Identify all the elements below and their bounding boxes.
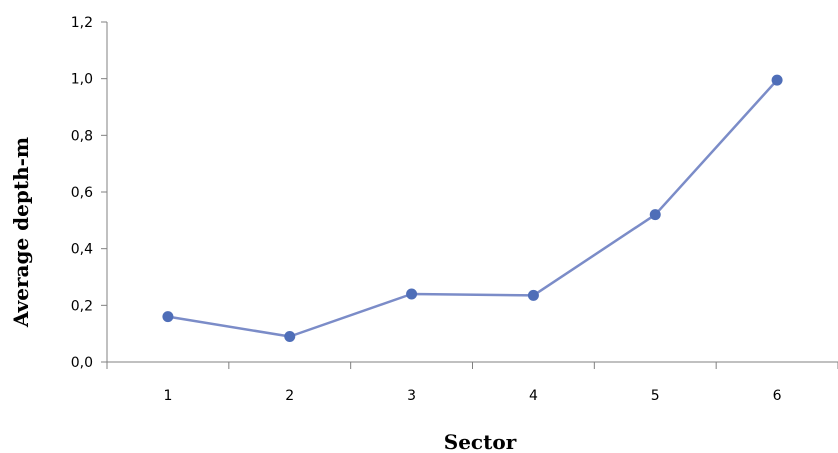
y-axis-ticks: 0,0 0,2 0,4 0,6 0,8 1,0 1,2	[71, 15, 107, 371]
y-tick-label: 1,0	[71, 72, 93, 88]
y-tick-label: 0,6	[71, 185, 93, 201]
y-tick-label: 1,2	[71, 15, 93, 31]
y-tick-label: 0,4	[71, 242, 93, 258]
y-axis-title: Average depth-m	[9, 137, 33, 328]
data-point	[771, 74, 783, 86]
x-tick-label: 4	[529, 388, 538, 404]
data-point	[406, 288, 418, 300]
data-point	[527, 289, 539, 301]
y-tick-label: 0,0	[71, 355, 93, 371]
y-tick-label: 0,2	[71, 298, 93, 314]
x-tick-label: 6	[773, 388, 782, 404]
series-line	[167, 79, 779, 338]
x-axis-title: Sector	[444, 430, 517, 453]
data-series	[162, 74, 783, 342]
x-tick-label: 2	[285, 388, 294, 404]
data-point	[649, 209, 661, 221]
y-tick-label: 0,8	[71, 128, 93, 144]
x-tick-label: 3	[407, 388, 416, 404]
data-point	[284, 331, 296, 342]
x-axis-ticks: 1 2 3 4 5 6	[106, 362, 838, 404]
x-tick-label: 1	[163, 388, 172, 404]
x-tick-label: 5	[651, 388, 660, 404]
data-point	[162, 311, 174, 323]
